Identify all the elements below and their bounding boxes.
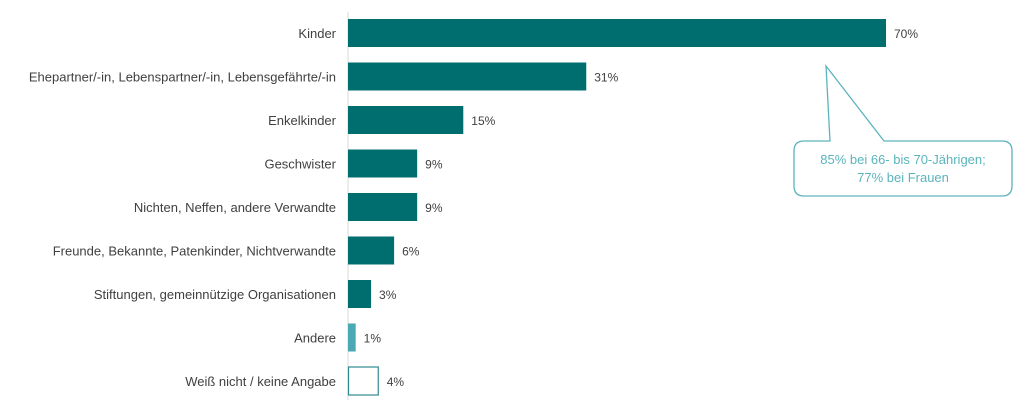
annotation-callout: 85% bei 66- bis 70-Jährigen; 77% bei Fra… xyxy=(793,63,1013,197)
category-label: Nichten, Neffen, andere Verwandte xyxy=(134,200,336,215)
category-label: Geschwister xyxy=(264,157,336,172)
category-label: Stiftungen, gemeinnützige Organisationen xyxy=(94,287,336,302)
category-label: Weiß nicht / keine Angabe xyxy=(185,374,336,389)
data-label: 1% xyxy=(364,332,382,346)
callout-text-line-2: 77% bei Frauen xyxy=(857,170,949,185)
category-label: Freunde, Bekannte, Patenkinder, Nichtver… xyxy=(53,244,336,259)
category-label: Enkelkinder xyxy=(268,113,337,128)
callout-text-line-1: 85% bei 66- bis 70-Jährigen; xyxy=(820,152,986,167)
category-label: Ehepartner/-in, Lebenspartner/-in, Leben… xyxy=(29,70,336,85)
data-label: 70% xyxy=(894,27,918,41)
bar xyxy=(348,149,418,178)
category-label: Kinder xyxy=(298,26,336,41)
data-label: 6% xyxy=(402,245,420,259)
bar xyxy=(348,62,587,91)
bar xyxy=(348,106,464,134)
data-label: 9% xyxy=(425,201,443,215)
data-label: 9% xyxy=(425,158,443,172)
callout-shape xyxy=(793,63,1013,197)
data-label: 15% xyxy=(471,114,495,128)
bar xyxy=(348,19,886,47)
category-label: Andere xyxy=(294,331,336,346)
bar xyxy=(348,236,395,265)
data-label: 3% xyxy=(379,288,397,302)
bar xyxy=(348,323,356,352)
data-label: 4% xyxy=(387,375,405,389)
bar xyxy=(348,193,418,221)
data-label: 31% xyxy=(594,71,618,85)
bar xyxy=(347,366,379,396)
bar xyxy=(348,280,372,308)
